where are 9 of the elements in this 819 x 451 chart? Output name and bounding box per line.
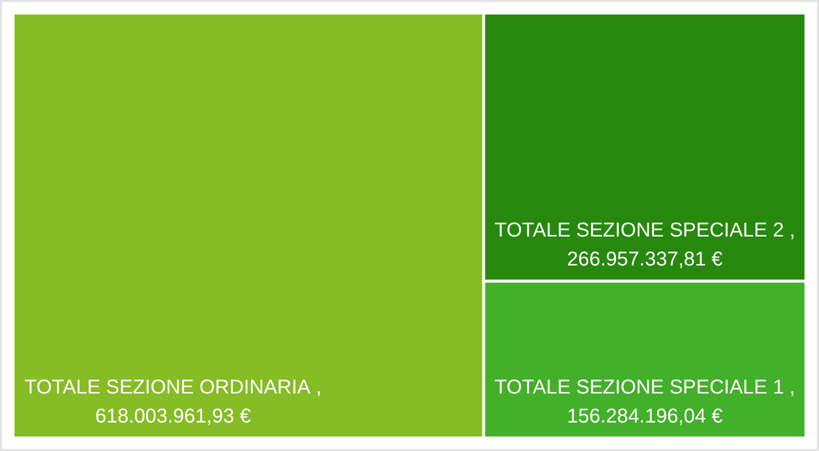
text: ,: [790, 220, 796, 242]
category-label: TOTALE SEZIONE SPECIALE 1: [494, 376, 784, 398]
category-label: TOTALE SEZIONE ORDINARIA: [24, 376, 312, 398]
text: ,: [316, 376, 322, 398]
data-label: 156.284.196,04 €: [566, 406, 723, 428]
data-label: 266.957.337,81 €: [566, 248, 723, 271]
category-label: TOTALE SEZIONE SPECIALE 2: [494, 220, 784, 242]
data-label: 618.003.961,93 €: [95, 406, 251, 428]
text: ,: [790, 376, 796, 398]
